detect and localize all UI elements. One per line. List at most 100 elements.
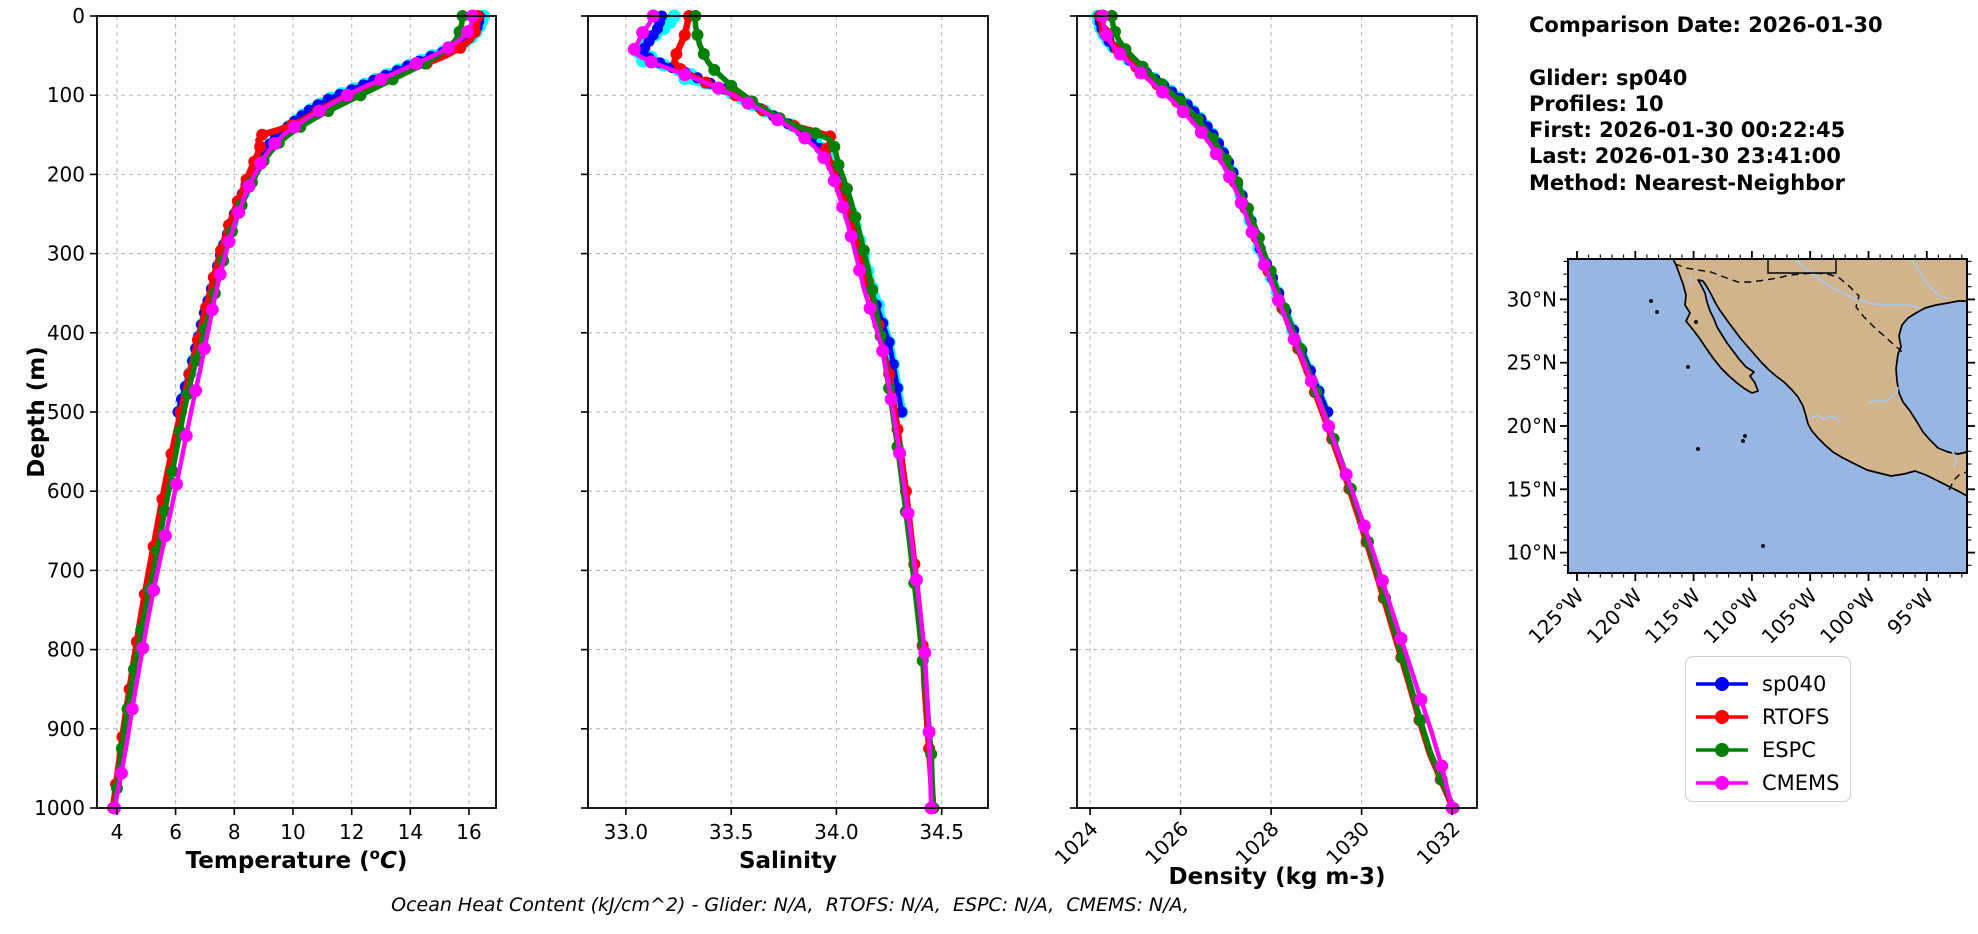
map-lon-label: 95°W <box>1882 583 1938 639</box>
last-profile-time: Last: 2026-01-30 23:41:00 <box>1529 144 1841 169</box>
depth-tick-label: 400 <box>47 321 85 345</box>
axis-density: 1024 1026 1028 1030 1032 <box>1050 15 1465 870</box>
map-river <box>1867 386 1899 405</box>
map-island <box>1743 434 1747 438</box>
profiles-count: Profiles: 10 <box>1529 91 1664 116</box>
map-island <box>1741 439 1745 443</box>
grid-temperature <box>97 16 496 808</box>
legend-item-CMEMS: CMEMS <box>1694 766 1850 799</box>
map-island <box>1649 299 1653 303</box>
map-border-solid <box>1767 259 1837 274</box>
map-lat-label: 10°N <box>1507 541 1557 565</box>
map-lat-label: 20°N <box>1507 414 1557 438</box>
first-profile-time: First: 2026-01-30 00:22:45 <box>1529 118 1846 143</box>
xtick-label: 4 <box>111 820 124 844</box>
xtick-label: 33.5 <box>709 820 754 844</box>
legend-item-ESPC: ESPC <box>1694 733 1850 766</box>
series-sp040-density <box>1093 10 1334 418</box>
series-CMEMS-density <box>1096 9 1459 815</box>
map-land <box>1672 258 1968 497</box>
xtick-label: 10 <box>280 820 305 844</box>
xtick-label: 1028 <box>1231 817 1284 870</box>
map-ticks <box>1560 251 1975 581</box>
sp040-line <box>175 13 482 415</box>
legend-label: CMEMS <box>1762 770 1840 795</box>
map-river <box>1795 258 1921 308</box>
glider-raw-line <box>174 11 489 417</box>
map-lon-label: 125°W <box>1524 583 1589 648</box>
xtick-label: 6 <box>169 820 182 844</box>
RTOFS-line <box>109 12 482 812</box>
chart-temperature: 4 6 8 10 12 14 16 0 100 200 300 400 500 600 700 800 900 1… <box>24 4 497 874</box>
xtick-label: 12 <box>339 820 364 844</box>
legend-label: RTOFS <box>1762 704 1830 729</box>
xlabel-temperature: Temperature (oC) <box>186 845 408 874</box>
depth-tick-label: 600 <box>47 479 85 503</box>
map-river <box>1688 274 1692 286</box>
xtick-label: 1024 <box>1050 817 1103 870</box>
sp040-line <box>1096 13 1331 415</box>
map-border-dashed <box>1948 471 1968 491</box>
legend-item-sp040: sp040 <box>1694 667 1850 700</box>
depth-tick-label: 500 <box>47 400 85 424</box>
series-CMEMS-salinity <box>627 9 938 815</box>
legend-swatch-ESPC <box>1696 742 1748 757</box>
ESPC-line <box>1109 13 1457 811</box>
depth-tick-label: 700 <box>47 558 85 582</box>
legend-swatch-RTOFS <box>1696 709 1748 724</box>
map-lat-label: 15°N <box>1507 477 1557 501</box>
map-island <box>1761 544 1765 548</box>
xtick-label: 1026 <box>1140 817 1193 870</box>
map-river <box>1951 450 1958 468</box>
grid-density <box>1077 16 1477 808</box>
xtick-label: 34.5 <box>919 820 964 844</box>
method: Method: Nearest-Neighbor <box>1529 170 1845 195</box>
glider-name: Glider: sp040 <box>1529 65 1688 90</box>
map-island <box>1655 310 1659 314</box>
info-panel: Comparison Date: 2026-01-30 Glider: sp04… <box>1529 12 1883 196</box>
map-lon-label: 115°W <box>1640 583 1705 648</box>
series-glider-raw-temperature <box>172 9 491 419</box>
chart-density: 1024 1026 1028 1030 1032 Density (kg m-3) <box>1050 9 1478 890</box>
xtick-label: 8 <box>228 820 241 844</box>
ocean-heat-content-note: Ocean Heat Content (kJ/cm^2) - Glider: N… <box>391 894 1189 916</box>
map-island <box>1696 447 1700 451</box>
series-sp040-temperature <box>172 10 485 418</box>
axis-salinity: 33.0 33.5 34.0 34.5 <box>581 15 964 844</box>
xtick-label: 1030 <box>1321 817 1374 870</box>
glider-raw-line <box>1093 11 1331 417</box>
depth-tick-label: 1000 <box>34 796 85 820</box>
map-lat-label: 30°N <box>1507 287 1557 311</box>
depth-tick-label: 200 <box>47 162 85 186</box>
xtick-label: 34.0 <box>814 820 859 844</box>
map-lat-label: 25°N <box>1507 351 1557 375</box>
xtick-label: 14 <box>398 820 423 844</box>
legend-label: ESPC <box>1762 737 1816 762</box>
info-spacer <box>1529 38 1883 64</box>
legend-item-RTOFS: RTOFS <box>1694 700 1850 733</box>
xlabel-salinity: Salinity <box>739 848 837 874</box>
depth-tick-label: 100 <box>47 83 85 107</box>
comparison-date: Comparison Date: 2026-01-30 <box>1529 13 1883 37</box>
map-island <box>1694 320 1698 324</box>
ylabel-depth: Depth (m) <box>24 346 50 478</box>
legend: sp040 RTOFS ESPC CMEMS <box>1685 656 1851 802</box>
map-lon-label: 110°W <box>1698 583 1763 648</box>
xtick-label: 33.0 <box>604 820 649 844</box>
legend-swatch-CMEMS <box>1696 775 1748 790</box>
depth-tick-label: 900 <box>47 717 85 741</box>
axis-temperature: 4 6 8 10 12 14 16 0 100 200 300 400 500 600 700 800 900 1… <box>34 4 482 844</box>
grid-salinity <box>588 16 988 808</box>
xtick-label: 16 <box>456 820 481 844</box>
series-glider-raw-density <box>1091 9 1333 419</box>
map-lon-label: 100°W <box>1815 583 1880 648</box>
map-frame <box>1567 258 1968 574</box>
depth-tick-label: 0 <box>72 4 85 28</box>
legend-label: sp040 <box>1762 671 1827 696</box>
map-lon-label: 105°W <box>1757 583 1822 648</box>
map-lon-label: 120°W <box>1582 583 1647 648</box>
depth-tick-label: 300 <box>47 242 85 266</box>
